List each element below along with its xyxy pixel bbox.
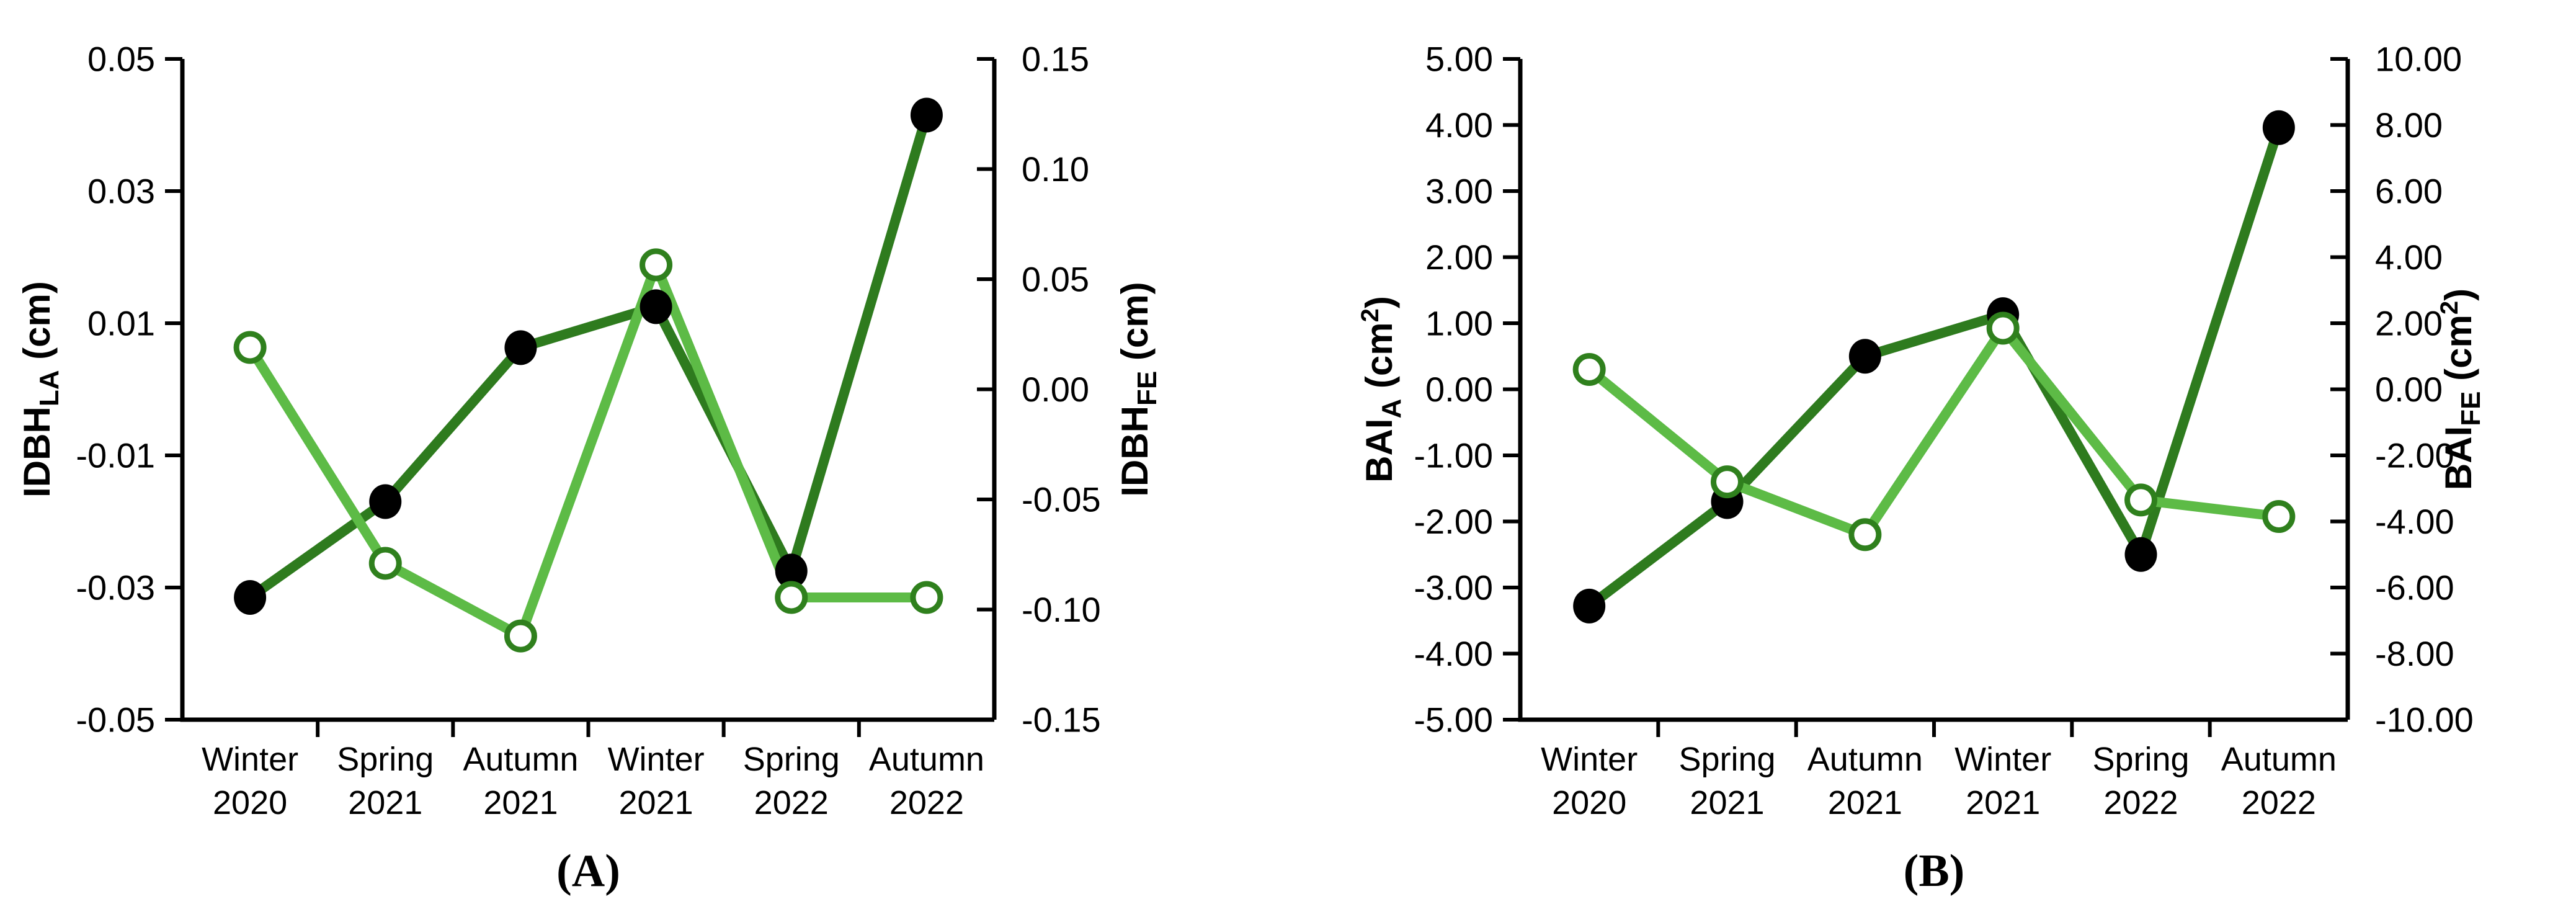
right-axis-tick-label: -6.00 [2375,568,2454,607]
right-axis-tick-label: 0.00 [2375,370,2443,409]
right-axis-title: IDBHFE (cm) [1114,282,1162,496]
series-line-idbh-fe [245,259,932,642]
right-axis-tick-label: 2.00 [2375,304,2443,343]
data-point-open [910,581,943,614]
category-label-year: 2022 [754,784,829,821]
panel-caption: (A) [556,846,620,896]
data-point-filled [640,289,672,324]
left-axis-tick-label: 2.00 [1425,238,1493,277]
data-point-open [1986,311,2020,345]
left-axis-tick-label: -3.00 [1414,568,1493,607]
series-line-bai-a [1584,122,2284,611]
data-point-open [1711,465,1744,499]
right-axis-tick-label: 0.10 [1022,150,1089,189]
left-axis-tick-label: 0.05 [87,40,155,79]
category-label-year: 2022 [2242,784,2316,821]
data-point-open [233,331,267,364]
category-label-season: Autumn [869,741,984,778]
data-point-open [775,581,808,614]
data-point-filled [775,553,808,589]
right-axis-tick-label: 0.15 [1022,40,1089,79]
left-axis-title: BAIA (cm2) [1357,296,1407,483]
panel-caption: (B) [1904,846,1965,896]
left-axis-tick-label: 0.00 [1425,370,1493,409]
right-axis-tick-label: -0.10 [1022,590,1101,629]
data-point-filled [1848,339,1881,374]
right-axis-tick-label: 6.00 [2375,172,2443,211]
left-axis-tick-label: 1.00 [1425,304,1493,343]
left-axis-tick-label: -5.00 [1414,700,1493,740]
category-label-season: Autumn [463,741,578,778]
right-axis-tick-label: -4.00 [2375,502,2454,541]
category-label-season: Winter [202,741,298,778]
left-axis-tick-label: 3.00 [1425,172,1493,211]
category-label-year: 2022 [889,784,964,821]
chart-b-svg: 5.00 4.00 3.00 2.00 1.00 0.00 -1.00 -2.00 -3.00 -… [1357,40,2486,896]
left-axis-tick-label: 0.03 [87,172,155,211]
category-label-year: 2022 [2103,784,2178,821]
data-point-filled [504,330,537,365]
left-axis-tick-label: -0.05 [76,700,155,740]
data-point-filled [2124,537,2157,572]
category-label-season: Winter [1954,741,2051,778]
category-label-year: 2021 [348,784,422,821]
right-axis-tick-label: -0.15 [1022,700,1101,740]
category-label-year: 2021 [1828,784,1902,821]
right-axis-tick-label: -10.00 [2375,700,2474,740]
category-label-year: 2020 [1552,784,1626,821]
category-label-season: Spring [743,741,840,778]
right-axis-tick-label: -0.05 [1022,480,1101,519]
data-point-open [640,248,673,282]
right-axis-tick-label: 0.05 [1022,260,1089,299]
category-label-year: 2021 [483,784,558,821]
left-axis-tick-label: 0.01 [87,304,155,343]
data-point-open [368,547,402,580]
category-label-season: Autumn [2221,741,2337,778]
series-line-idbh-la [245,110,932,602]
data-point-filled [369,484,402,519]
right-axis-tick-label: 8.00 [2375,105,2443,145]
data-point-filled [1573,588,1606,624]
data-point-filled [2262,110,2295,145]
left-axis-title: IDBHLA (cm) [16,281,65,498]
category-label-year: 2021 [619,784,693,821]
right-axis-tick-label: -8.00 [2375,634,2454,673]
left-axis-tick-label: -1.00 [1414,436,1493,475]
data-point-filled [234,579,267,615]
category-label-season: Spring [2092,741,2189,778]
data-point-open [2124,483,2157,517]
left-axis-tick-label: -4.00 [1414,634,1493,673]
category-label-season: Spring [1678,741,1775,778]
category-label-year: 2021 [1966,784,2040,821]
left-axis-tick-label: 5.00 [1425,40,1493,79]
category-label-year: 2021 [1690,784,1764,821]
category-label-season: Autumn [1807,741,1923,778]
category-label-season: Spring [337,741,434,778]
data-point-filled [910,97,943,133]
category-label-year: 2020 [213,784,287,821]
left-axis-tick-label: 4.00 [1425,105,1493,145]
chart-panel-b: 5.00 4.00 3.00 2.00 1.00 0.00 -1.00 -2.00 -3.00 -… [1288,0,2575,912]
data-point-open [504,619,537,653]
series-line-bai-fe [1584,323,2284,540]
data-point-open [1848,518,1882,552]
left-axis-tick-label: -0.01 [76,436,155,475]
data-point-open [1572,353,1606,387]
category-label-season: Winter [608,741,705,778]
right-axis-tick-label: 10.00 [2375,40,2462,79]
right-axis-title: BAIFE (cm2) [2436,288,2486,490]
right-axis-tick-label: 0.00 [1022,370,1089,409]
right-axis-tick-label: 4.00 [2375,238,2443,277]
left-axis-tick-label: -2.00 [1414,502,1493,541]
category-label-season: Winter [1541,741,1638,778]
chart-panel-a: 0.05 0.03 0.01 -0.01 -0.03 -0.05 0.15 0.10 0.05 0… [16,40,1162,896]
chart-a-svg: 0.05 0.03 0.01 -0.01 -0.03 -0.05 0.15 0.10 0.05 0… [16,40,1162,896]
data-point-open [2262,500,2296,534]
right-axis-tick-label: -2.00 [2375,436,2454,475]
left-axis-tick-label: -0.03 [76,568,155,607]
